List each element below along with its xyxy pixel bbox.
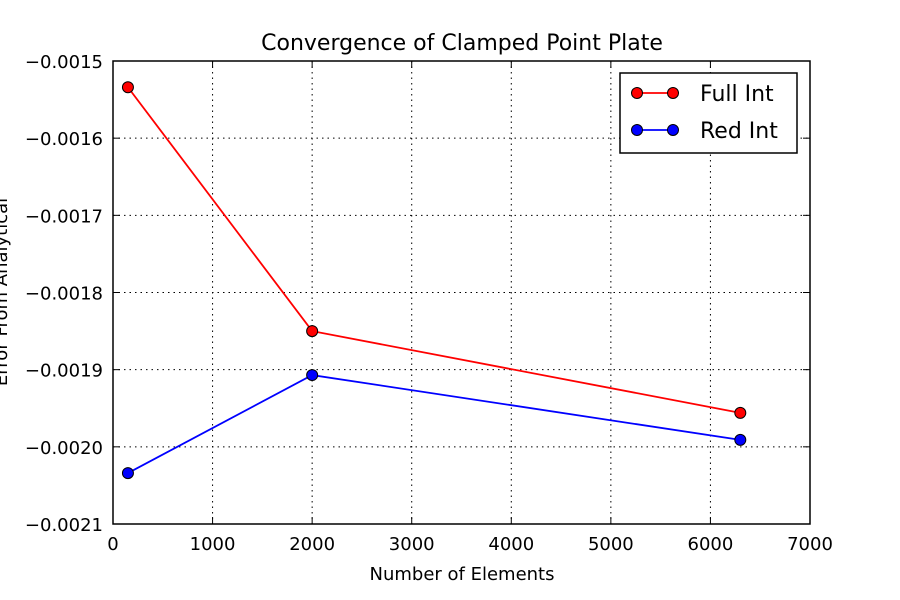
data-point-red-int (121, 467, 134, 480)
x-tick-label: 3000 (389, 534, 435, 555)
chart-title: Convergence of Clamped Point Plate (261, 31, 663, 56)
y-tick-label: −0.0016 (25, 129, 103, 150)
data-point-red-int (734, 433, 747, 446)
series-layer (121, 81, 747, 480)
x-tick-label: 5000 (588, 534, 634, 555)
y-tick-label: −0.0021 (25, 515, 103, 536)
y-tick-label: −0.0017 (25, 206, 103, 227)
tick-labels: 0 1000 2000 3000 4000 5000 6000 7000 −0.0015 −0.0… (25, 52, 833, 555)
data-point-full-int (121, 81, 134, 94)
legend-marker-full-int (631, 87, 643, 99)
x-tick-label: 2000 (289, 534, 335, 555)
legend: Full Int Red Int (619, 72, 798, 154)
series-line-red-int (127, 374, 741, 474)
y-tick-label: −0.0015 (25, 52, 103, 73)
legend-box (619, 72, 798, 154)
y-axis-label: Error From Analytical (0, 198, 12, 386)
legend-marker-red-int (667, 124, 679, 136)
legend-marker-full-int (667, 87, 679, 99)
x-tick-label: 7000 (787, 534, 833, 555)
data-point-full-int (734, 406, 747, 419)
y-tick-label: −0.0018 (25, 284, 103, 305)
x-axis-label: Number of Elements (369, 564, 554, 585)
data-point-full-int (306, 325, 319, 338)
legend-label-red-int: Red Int (700, 119, 778, 144)
y-tick-label: −0.0019 (25, 361, 103, 382)
x-tick-label: 0 (107, 534, 118, 555)
data-point-red-int (306, 369, 319, 382)
legend-marker-red-int (631, 124, 643, 136)
y-tick-label: −0.0020 (25, 438, 103, 459)
legend-label-full-int: Full Int (700, 82, 774, 107)
x-tick-label: 4000 (488, 534, 534, 555)
x-tick-label: 6000 (688, 534, 734, 555)
x-tick-label: 1000 (190, 534, 236, 555)
axis-ticks (112, 60, 811, 525)
